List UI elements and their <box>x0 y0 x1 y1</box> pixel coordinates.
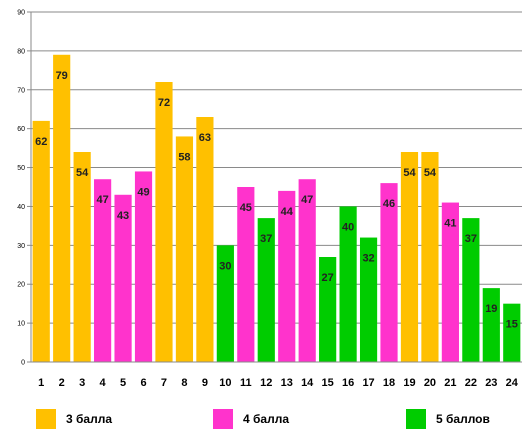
x-tick-label: 15 <box>322 377 334 389</box>
x-tick-label: 23 <box>485 377 497 389</box>
legend-label-2: 4 балла <box>243 412 290 426</box>
data-label: 47 <box>96 194 108 206</box>
x-tick-label: 3 <box>79 377 85 389</box>
y-tick-label: 30 <box>17 243 25 250</box>
y-tick-label: 80 <box>17 48 25 55</box>
data-label: 45 <box>240 202 252 214</box>
bar <box>503 303 521 362</box>
bar <box>32 120 50 362</box>
bar <box>400 152 419 362</box>
bar <box>278 190 296 362</box>
bar <box>237 187 255 362</box>
bar <box>441 202 459 362</box>
bar <box>134 171 153 362</box>
bars <box>32 54 521 363</box>
bar <box>462 218 480 362</box>
legend-swatch-1 <box>36 409 56 429</box>
x-tick-label: 5 <box>120 377 126 389</box>
x-tick-label: 17 <box>362 377 374 389</box>
bar <box>359 237 378 362</box>
bar <box>175 136 194 362</box>
x-tick-label: 14 <box>301 377 314 389</box>
bar <box>53 54 71 363</box>
data-label: 54 <box>403 167 416 179</box>
x-tick-label: 20 <box>424 377 436 389</box>
data-label: 15 <box>506 319 518 331</box>
x-tick-label: 22 <box>465 377 477 389</box>
data-label: 27 <box>322 272 334 284</box>
data-label: 41 <box>444 218 456 230</box>
x-tick-label: 21 <box>444 377 456 389</box>
y-tick-label: 10 <box>17 321 25 328</box>
x-tick-label: 13 <box>281 377 293 389</box>
data-label: 47 <box>301 194 313 206</box>
x-tick-label: 18 <box>383 377 395 389</box>
x-tick-label: 10 <box>219 377 231 389</box>
legend-label-3: 5 баллов <box>436 412 490 426</box>
y-axis-ticks: 0 10 20 30 40 50 60 70 80 90 <box>17 10 31 367</box>
grid-lines <box>31 11 522 324</box>
data-label: 44 <box>281 206 294 218</box>
x-tick-label: 24 <box>506 377 519 389</box>
x-tick-label: 6 <box>140 377 146 389</box>
data-label: 19 <box>485 303 497 315</box>
legend-item-3: 5 баллов <box>406 407 490 431</box>
x-tick-label: 4 <box>100 377 107 389</box>
x-tick-label: 7 <box>161 377 167 389</box>
data-label: 40 <box>342 221 354 233</box>
data-label: 43 <box>117 210 129 222</box>
bar <box>421 152 439 362</box>
x-tick-label: 2 <box>59 377 65 389</box>
bar <box>257 218 275 362</box>
data-label: 49 <box>137 186 149 198</box>
bar <box>298 179 316 362</box>
y-tick-label: 70 <box>17 87 25 94</box>
data-label: 37 <box>465 233 477 245</box>
data-label: 30 <box>219 260 231 272</box>
data-label: 79 <box>56 70 68 82</box>
data-label: 37 <box>260 233 272 245</box>
bar <box>380 183 398 362</box>
bar <box>482 288 500 362</box>
x-tick-label: 8 <box>181 377 187 389</box>
legend-label-1: 3 балла <box>66 412 113 426</box>
data-label: 58 <box>178 151 190 163</box>
bar <box>319 257 337 362</box>
legend-item-2: 4 балла <box>213 407 289 431</box>
data-label: 62 <box>35 136 47 148</box>
x-tick-label: 12 <box>260 377 272 389</box>
legend-item-1: 3 балла <box>36 407 112 431</box>
bar <box>73 152 91 362</box>
y-tick-label: 90 <box>17 10 25 17</box>
value-labels: 62 79 54 47 43 49 72 58 63 30 45 37 44 47 27 40 32 46 54 54… <box>35 70 518 331</box>
data-label: 63 <box>199 132 211 144</box>
bar <box>94 179 112 362</box>
x-axis-ticks: 1 2 3 4 5 6 7 8 9 10 11 12 13 14 15 16 17 18 19 20 21 22 23 24 <box>38 377 519 389</box>
bar <box>216 245 234 362</box>
legend-swatch-2 <box>213 409 233 429</box>
data-label: 32 <box>362 253 374 265</box>
data-label: 46 <box>383 198 395 210</box>
x-tick-label: 19 <box>403 377 415 389</box>
y-tick-label: 50 <box>17 165 25 172</box>
y-tick-label: 60 <box>17 126 25 133</box>
y-tick-label: 0 <box>21 360 25 367</box>
legend-swatch-3 <box>406 409 426 429</box>
bar <box>114 194 132 362</box>
bar <box>155 82 173 362</box>
data-label: 54 <box>76 167 89 179</box>
x-tick-label: 1 <box>38 377 44 389</box>
y-tick-label: 40 <box>17 204 25 211</box>
bar <box>339 206 357 362</box>
data-label: 54 <box>424 167 437 179</box>
y-tick-label: 20 <box>17 282 25 289</box>
x-tick-label: 11 <box>240 377 252 389</box>
x-tick-label: 9 <box>202 377 208 389</box>
x-tick-label: 16 <box>342 377 354 389</box>
data-label: 72 <box>158 97 170 109</box>
bar <box>196 117 214 362</box>
